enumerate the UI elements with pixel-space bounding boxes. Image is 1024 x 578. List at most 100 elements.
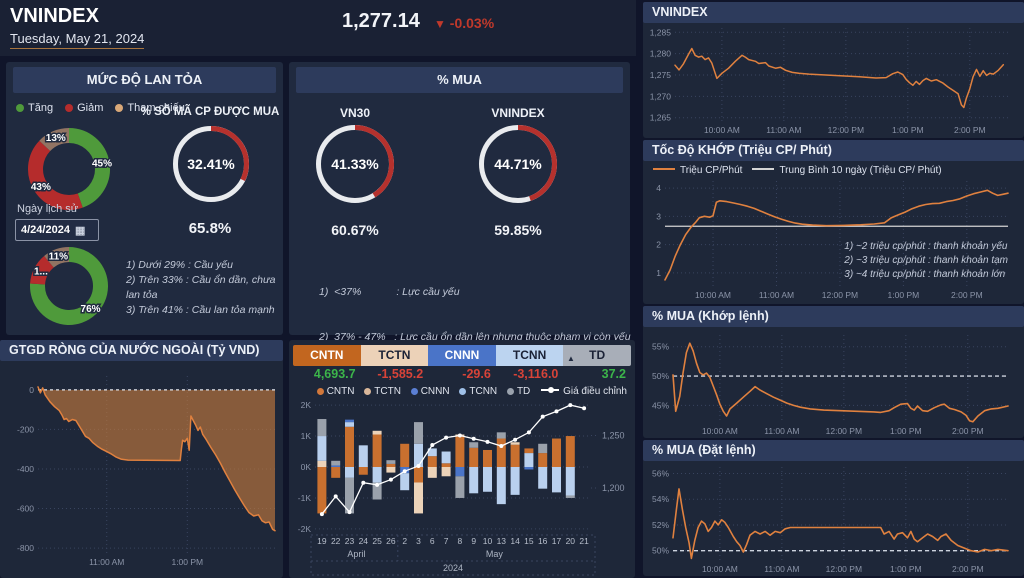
panel-foreign: GTGD RÒNG CỦA NƯỚC NGOÀI (Tỷ VND) 11:00 … xyxy=(0,340,283,578)
svg-text:1...: 1... xyxy=(34,267,48,278)
breadth-donut-today[interactable]: 45% 43% 13% xyxy=(26,126,114,212)
speed-note-2: 2) ~3 triệu cp/phút : thanh khoản tạm xyxy=(844,255,1008,266)
tab-td[interactable]: TD xyxy=(563,345,631,366)
svg-text:-800: -800 xyxy=(17,543,34,553)
svg-text:1:00 PM: 1:00 PM xyxy=(890,564,922,574)
svg-text:54%: 54% xyxy=(652,494,669,504)
history-date-value: 4/24/2024 xyxy=(21,224,70,236)
svg-text:2K: 2K xyxy=(301,400,312,410)
svg-text:17: 17 xyxy=(552,536,562,546)
history-pct: 65.8% xyxy=(188,220,232,237)
svg-text:1,250: 1,250 xyxy=(602,431,625,441)
index-change: ▼ -0.03% xyxy=(434,15,494,31)
vn30-label: VN30 xyxy=(339,106,371,120)
svg-text:1,270: 1,270 xyxy=(650,91,672,101)
svg-text:1,285: 1,285 xyxy=(650,27,672,37)
svg-text:3: 3 xyxy=(416,536,421,546)
panel-speed: Tốc Độ KHỚP (Triệu CP/ Phút) Triệu CP/Ph… xyxy=(643,140,1024,304)
svg-text:4: 4 xyxy=(656,183,661,193)
tab-cntn[interactable]: CNTN xyxy=(293,345,361,366)
mua-dat-title: % MUA (Đặt lệnh) xyxy=(643,440,1024,461)
vnindex-gauge-label: VNINDEX xyxy=(491,106,545,120)
breadth-gauge[interactable]: 32.41% xyxy=(172,125,250,203)
svg-text:-2K: -2K xyxy=(298,524,312,534)
legend-tctn: TCTN xyxy=(364,386,401,397)
match-speed-chart[interactable]: 10:00 AM 11:00 AM 12:00 PM 1:00 PM 2:00 PM 4 3… xyxy=(643,177,1022,303)
spread-note-2: 2) Trên 33% : Cầu ổn dần, chưa lan tỏa xyxy=(126,274,276,301)
panel-mua-title: % MUA xyxy=(296,67,623,93)
speed-legend: Triệu CP/Phút Trung Bình 10 ngày (Triệu … xyxy=(653,165,942,176)
vn30-gauge[interactable]: 41.33% xyxy=(315,124,395,204)
legend-td: TD xyxy=(506,386,530,397)
svg-text:14: 14 xyxy=(510,536,520,546)
history-date-input[interactable]: 4/24/2024 ▦ xyxy=(15,219,99,241)
svg-text:52%: 52% xyxy=(652,520,669,530)
svg-text:11:00 AM: 11:00 AM xyxy=(89,557,124,567)
svg-text:2: 2 xyxy=(402,536,407,546)
legend-price-line: Giá điều chỉnh xyxy=(563,386,627,397)
tan-dot-icon xyxy=(115,104,124,112)
svg-text:1K: 1K xyxy=(301,431,312,441)
svg-text:22: 22 xyxy=(331,536,341,546)
svg-text:11:00 AM: 11:00 AM xyxy=(764,564,799,574)
white-line-icon xyxy=(752,168,775,170)
svg-text:1:00 PM: 1:00 PM xyxy=(892,125,924,135)
mua-dat-chart[interactable]: 10:00 AM 11:00 AM 12:00 PM 1:00 PM 2:00 PM 56… xyxy=(643,461,1022,575)
speed-title: Tốc Độ KHỚP (Triệu CP/ Phút) xyxy=(643,140,1024,161)
mua-khop-title: % MUA (Khớp lệnh) xyxy=(643,306,1024,327)
vnindex-intraday-chart[interactable]: 10:00 AM 11:00 AM 12:00 PM 1:00 PM 2:00 PM 1,… xyxy=(643,22,1022,136)
svg-text:10:00 AM: 10:00 AM xyxy=(702,564,738,574)
tab-expander-icon[interactable]: ▲ xyxy=(567,354,575,363)
cntn-dot-icon xyxy=(316,388,324,395)
svg-text:3: 3 xyxy=(656,211,661,221)
svg-text:2: 2 xyxy=(656,240,661,250)
panel-foreign-title: GTGD RÒNG CỦA NƯỚC NGOÀI (Tỷ VND) xyxy=(0,340,283,361)
svg-text:7: 7 xyxy=(444,536,449,546)
breadth-donut-history[interactable]: 76% 1... 11% xyxy=(28,245,110,327)
svg-text:10:00 AM: 10:00 AM xyxy=(704,125,740,135)
index-change-pct: -0.03% xyxy=(449,15,495,31)
td-value: 37.2 xyxy=(601,367,626,381)
legend-speed-series: Triệu CP/Phút xyxy=(653,165,742,176)
vnindex-below-value: 59.85% xyxy=(494,222,542,238)
svg-text:2:00 PM: 2:00 PM xyxy=(954,125,986,135)
tab-tctn[interactable]: TCTN xyxy=(360,345,429,366)
mua-khop-chart[interactable]: 10:00 AM 11:00 AM 12:00 PM 1:00 PM 2:00 PM 55… xyxy=(643,327,1022,437)
tcnn-dot-icon xyxy=(459,388,467,395)
green-dot-icon xyxy=(16,104,24,112)
svg-text:26: 26 xyxy=(386,536,396,546)
tab-cnnn[interactable]: CNNN xyxy=(428,345,496,366)
svg-text:19: 19 xyxy=(317,536,327,546)
svg-text:21: 21 xyxy=(579,536,589,546)
vn30-below-value: 60.67% xyxy=(331,222,379,238)
svg-text:12:00 PM: 12:00 PM xyxy=(826,564,862,574)
svg-text:12:00 PM: 12:00 PM xyxy=(826,426,862,436)
svg-text:15: 15 xyxy=(524,536,534,546)
flow-values: 4,693.7 -1,585.2 -29.6 -3,116.0 37.2 xyxy=(293,367,631,382)
svg-text:16: 16 xyxy=(538,536,548,546)
svg-text:10: 10 xyxy=(483,536,493,546)
down-arrow-icon: ▼ xyxy=(434,17,446,31)
price-line-icon xyxy=(541,387,560,393)
svg-text:76%: 76% xyxy=(81,304,101,315)
svg-text:12:00 PM: 12:00 PM xyxy=(828,125,864,135)
panel-mua-khop: % MUA (Khớp lệnh) 10:00 AM 11:00 AM 12:00 … xyxy=(643,306,1024,438)
index-header: VNINDEX Tuesday, May 21, 2024 1,277.14 ▼… xyxy=(0,0,636,56)
svg-text:1: 1 xyxy=(656,268,661,278)
svg-text:-1K: -1K xyxy=(298,493,312,503)
legend-speed-avg: Trung Bình 10 ngày (Triệu CP/ Phút) xyxy=(752,165,942,176)
legend-item-giam: Giảm xyxy=(65,102,103,114)
svg-text:9: 9 xyxy=(471,536,476,546)
svg-text:20: 20 xyxy=(566,536,576,546)
svg-text:11:00 AM: 11:00 AM xyxy=(766,125,801,135)
foreign-net-chart[interactable]: 11:00 AM 1:00 PM 0 -200 -400 -600 -800 xyxy=(0,364,283,576)
svg-text:11%: 11% xyxy=(49,251,69,262)
panel-spread-title: MỨC ĐỘ LAN TỎA xyxy=(13,67,276,93)
svg-text:0: 0 xyxy=(29,385,34,395)
vnindex-gauge[interactable]: 44.71% xyxy=(478,124,558,204)
tab-tcnn[interactable]: TCNN xyxy=(495,345,564,366)
calendar-icon[interactable]: ▦ xyxy=(74,224,86,237)
svg-text:1:00 PM: 1:00 PM xyxy=(890,426,922,436)
